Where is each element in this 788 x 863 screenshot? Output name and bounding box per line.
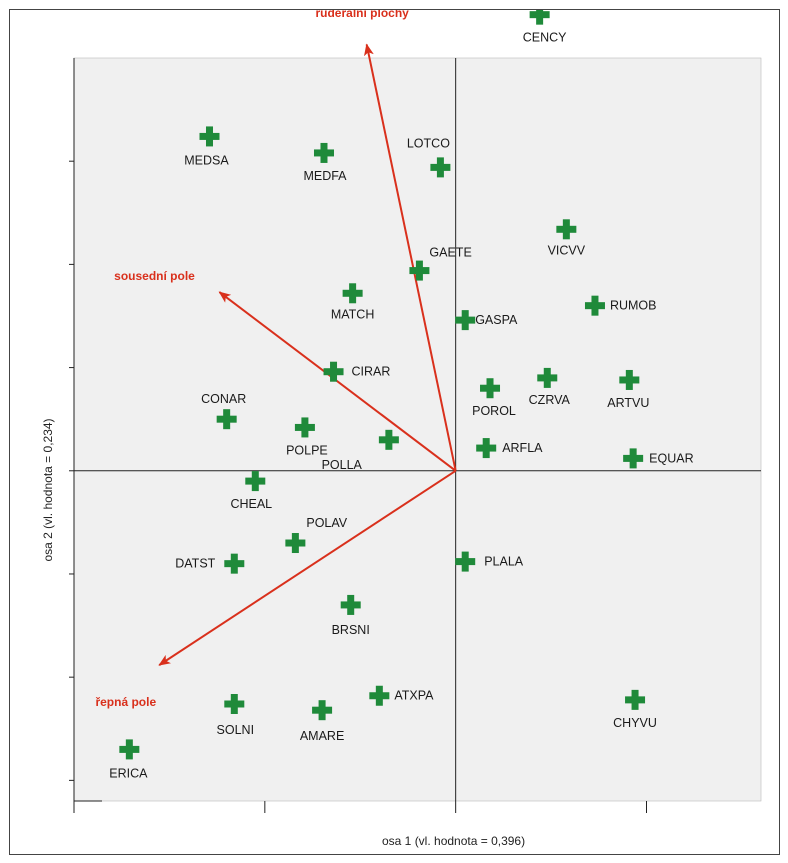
- species-marker: [430, 157, 451, 178]
- species-label: ARFLA: [502, 441, 543, 455]
- vector-label: ruderální plochy: [315, 10, 409, 20]
- species-label: ARTVU: [607, 396, 649, 410]
- species-label: BRSNI: [332, 623, 370, 637]
- species-marker: [455, 551, 476, 572]
- species-label: EQUAR: [649, 451, 693, 465]
- species-label: POLPE: [286, 443, 328, 457]
- species-label: POROL: [472, 404, 516, 418]
- plus-icon-v: [375, 685, 383, 706]
- species-label: LOTCO: [407, 136, 450, 150]
- species-label: ATXPA: [394, 689, 434, 703]
- species-marker: [340, 594, 361, 615]
- species-label: GAETE: [429, 246, 471, 260]
- vector-arrow: [158, 469, 457, 666]
- species-marker: [224, 693, 245, 714]
- species-label: CZRVA: [529, 393, 571, 407]
- vector-label: sousední pole: [114, 269, 195, 283]
- plus-icon-v: [631, 689, 639, 710]
- species-marker: [619, 369, 640, 390]
- species-label: MATCH: [331, 307, 375, 321]
- plus-icon-v: [625, 369, 633, 390]
- plus-icon-v: [205, 126, 213, 147]
- plot-area: [73, 57, 762, 802]
- plus-icon-v: [385, 429, 393, 450]
- plus-icon-v: [320, 142, 328, 163]
- species-marker: [455, 310, 476, 331]
- x-axis-title: osa 1 (vl. hodnota = 0,396): [382, 834, 526, 848]
- species-marker: [556, 219, 577, 240]
- plus-icon-v: [230, 553, 238, 574]
- species-label: MEDFA: [303, 169, 347, 183]
- plus-icon-v: [301, 417, 309, 438]
- plus-icon-v: [562, 219, 570, 240]
- plus-icon-v: [415, 260, 423, 281]
- species-marker: [245, 471, 266, 492]
- species-marker: [625, 689, 646, 710]
- species-marker: [199, 126, 220, 147]
- plus-icon-v: [347, 594, 355, 615]
- plus-icon-v: [318, 700, 326, 721]
- species-marker: [313, 142, 334, 163]
- species-marker: [216, 409, 237, 430]
- species-marker: [294, 417, 315, 438]
- species-marker: [224, 553, 245, 574]
- plus-icon-v: [461, 310, 469, 331]
- species-label: CONAR: [201, 392, 246, 406]
- species-label: RUMOB: [610, 299, 657, 313]
- species-marker: [312, 700, 333, 721]
- species-label: CHEAL: [230, 497, 272, 511]
- species-marker: [378, 429, 399, 450]
- vector-arrow: [218, 291, 457, 472]
- plus-icon-v: [436, 157, 444, 178]
- plus-icon-v: [230, 693, 238, 714]
- species-marker: [529, 10, 550, 25]
- plus-icon-v: [223, 409, 231, 430]
- species-marker: [369, 685, 390, 706]
- plus-icon-v: [536, 10, 544, 25]
- plus-icon-v: [349, 283, 357, 304]
- vector-arrow: [364, 43, 457, 471]
- species-marker: [480, 378, 501, 399]
- plus-icon-v: [461, 551, 469, 572]
- species-label: POLAV: [306, 516, 347, 530]
- species-label: AMARE: [300, 729, 344, 743]
- species-label: GASPA: [475, 313, 518, 327]
- plus-icon-v: [591, 295, 599, 316]
- y-axis-title: osa 2 (vl. hodnota = 0,234): [41, 418, 55, 562]
- plus-icon-v: [486, 378, 494, 399]
- species-marker: [323, 361, 344, 382]
- species-label: DATST: [175, 557, 215, 571]
- plus-icon-v: [291, 533, 299, 554]
- species-marker: [342, 283, 363, 304]
- vector-label: řepná pole: [95, 695, 156, 709]
- plus-icon-v: [543, 367, 551, 388]
- biplot-svg: ruderální plochy sousední pole řepná pole C…: [69, 10, 762, 813]
- figure-frame: ruderální plochy sousední pole řepná pole C…: [9, 9, 780, 855]
- plus-icon-v: [330, 361, 338, 382]
- species-marker: [476, 438, 497, 459]
- species-label: POLLA: [322, 458, 363, 472]
- species-label: PLALA: [484, 555, 524, 569]
- species-marker: [537, 367, 558, 388]
- species-label: CHYVU: [613, 716, 657, 730]
- plus-icon-v: [629, 448, 637, 469]
- species-marker: [584, 295, 605, 316]
- plus-icon-v: [125, 739, 133, 760]
- species-label: CIRAR: [352, 365, 391, 379]
- species-marker: [119, 739, 140, 760]
- species-label: CENCY: [523, 31, 567, 45]
- plus-icon-v: [482, 438, 490, 459]
- species-label: SOLNI: [217, 723, 255, 737]
- species-marker: [285, 533, 306, 554]
- species-marker: [623, 448, 644, 469]
- plus-icon-v: [251, 471, 259, 492]
- species-label: ERICA: [109, 766, 148, 780]
- species-label: VICVV: [548, 243, 586, 257]
- species-marker: [409, 260, 430, 281]
- species-label: MEDSA: [184, 153, 229, 167]
